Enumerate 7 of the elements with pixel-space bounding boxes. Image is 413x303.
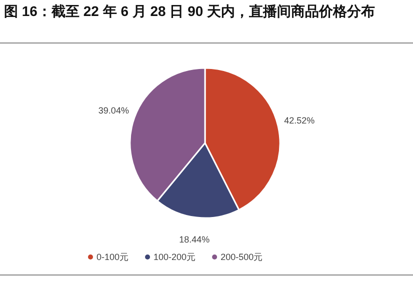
chart-title: 图 16：截至 22 年 6 月 28 日 90 天内，直播间商品价格分布 [4,2,376,20]
legend-label: 100-200元 [154,252,196,262]
legend-label: 0-100元 [96,252,129,262]
legend-label: 200-500元 [220,252,263,262]
data-label: 42.52% [284,115,315,126]
data-label: 39.04% [98,105,129,116]
data-label: 18.44% [179,234,210,244]
